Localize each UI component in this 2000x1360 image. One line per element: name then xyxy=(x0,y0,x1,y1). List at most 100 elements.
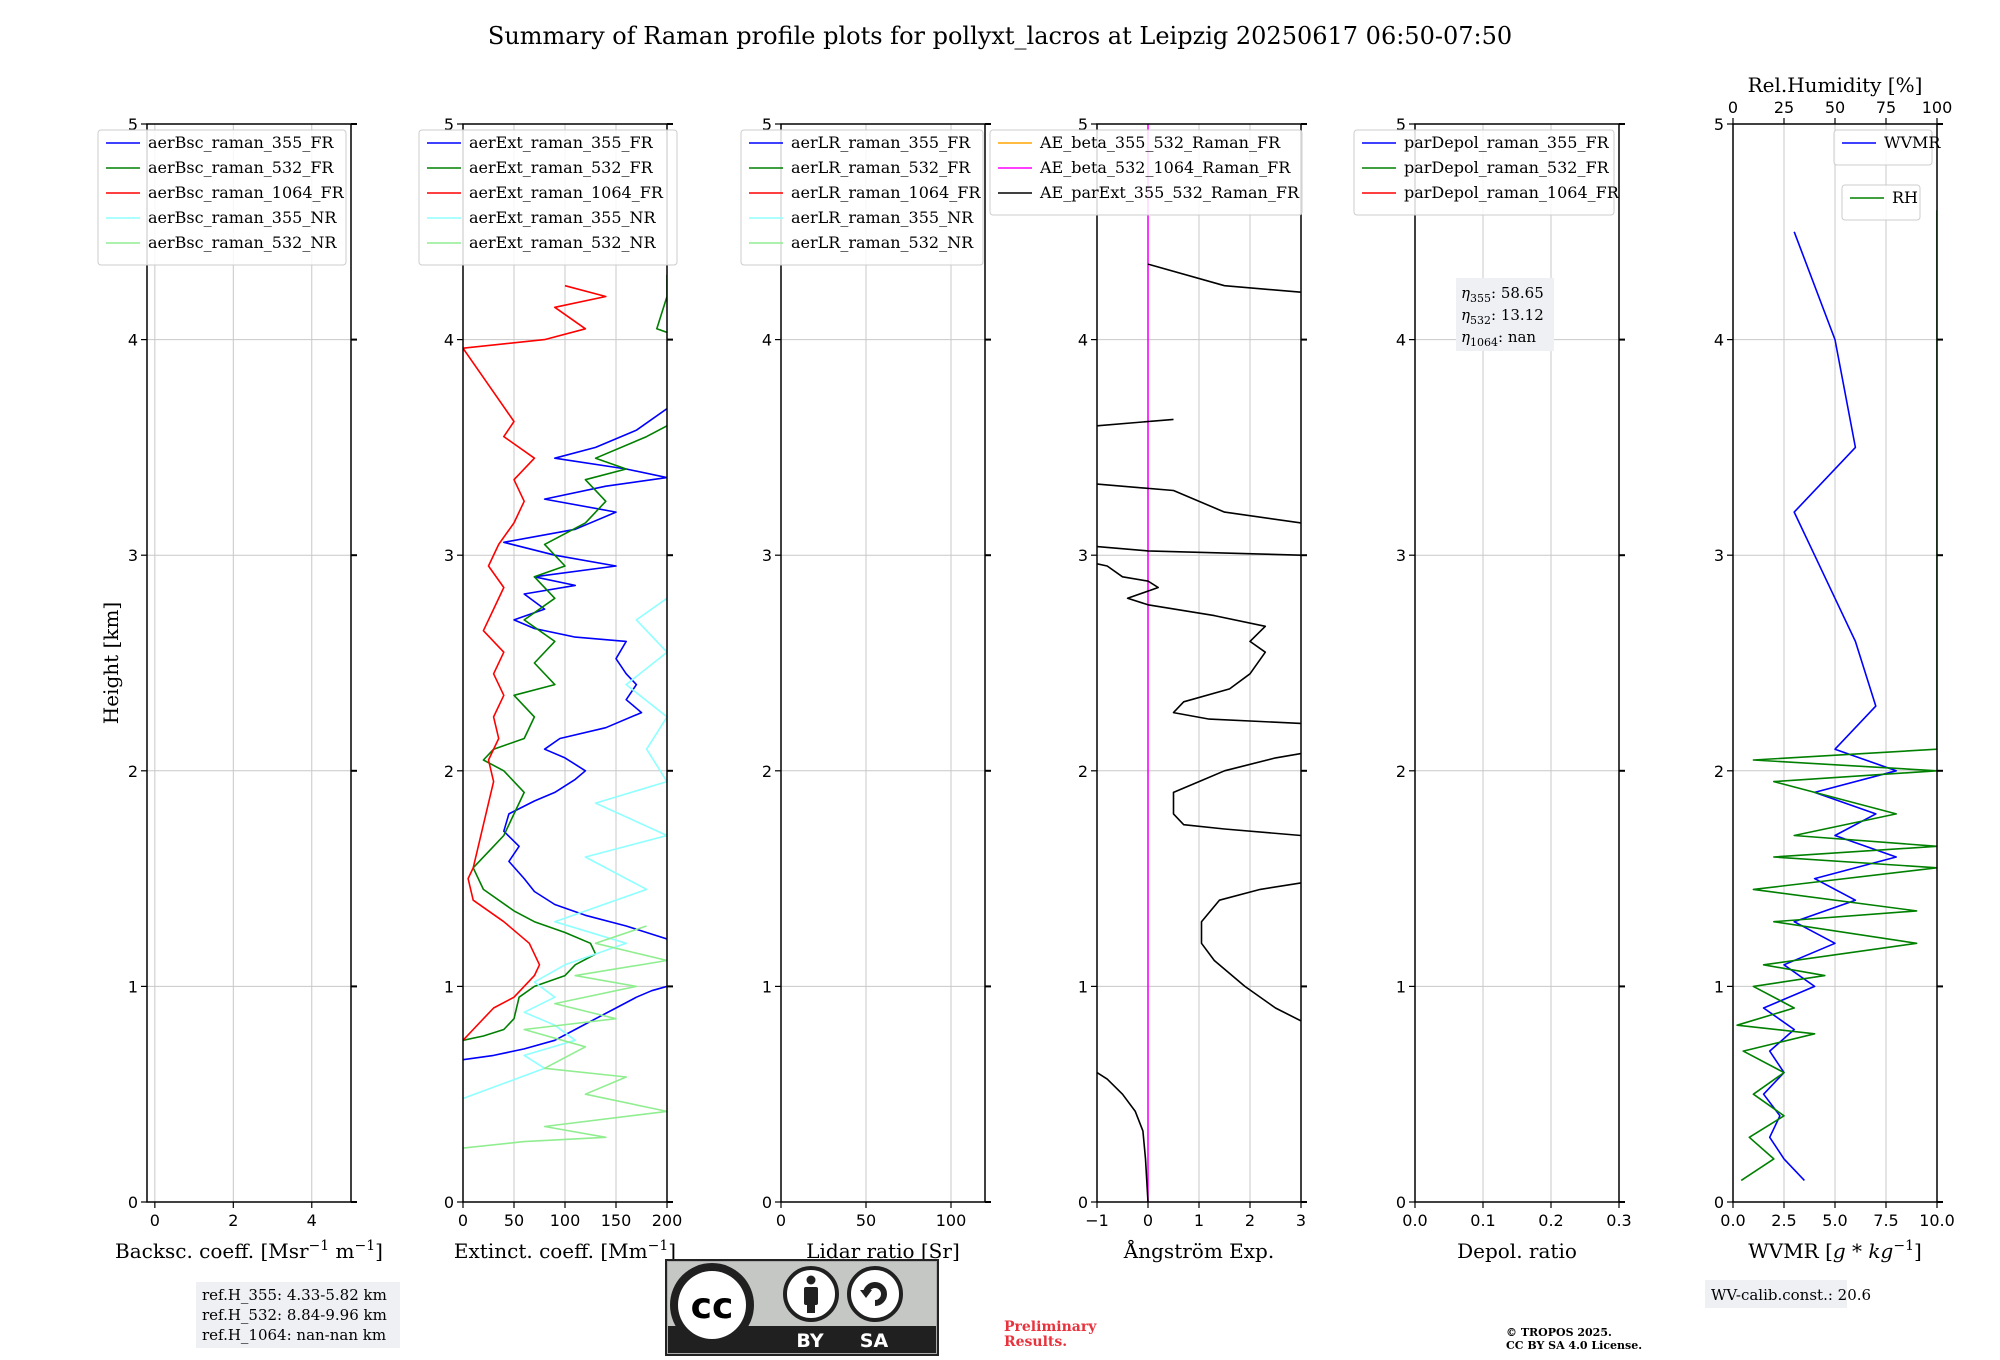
y-tick-label: 1 xyxy=(1396,977,1406,996)
eta-box xyxy=(1456,278,1554,351)
x-axis-label-superscript: −1 xyxy=(309,1238,330,1254)
results-label: Results. xyxy=(1004,1334,1067,1350)
series-group xyxy=(1097,124,1301,1202)
legend-label: parDepol_raman_1064_FR xyxy=(1404,183,1620,202)
legend-label: aerExt_raman_355_FR xyxy=(469,133,654,152)
x-axis-label-superscript: −1 xyxy=(355,1238,376,1254)
x-axis-label-part: m xyxy=(329,1239,354,1263)
y-tick-label: 4 xyxy=(128,331,138,350)
legend-label: aerBsc_raman_355_FR xyxy=(148,133,334,152)
legend-label: aerLR_raman_1064_FR xyxy=(791,183,981,202)
plot-frame xyxy=(1414,123,1620,1203)
x-axis-label-superscript: −1 xyxy=(1893,1238,1914,1254)
y-tick-label: 0 xyxy=(1396,1193,1406,1212)
panel-depol: 0.0 0.1 0.2 0.3 0 1 2 3 4 5 Depol. ratio parDepol_r… xyxy=(1353,115,1632,1263)
x-tick-label: 3 xyxy=(1296,1211,1306,1230)
y-tick-label: 0 xyxy=(1714,1193,1724,1212)
legend-label: aerBsc_raman_355_NR xyxy=(148,208,337,227)
legend-box xyxy=(1841,184,1921,221)
cc-by-sa-icon: cc xyxy=(670,1263,903,1347)
panel-ext: 0 50 100 150 200 0 1 2 3 4 5 Extinct. coeff. [Mm−1]… xyxy=(418,115,683,1263)
y-tick-label: 3 xyxy=(128,546,138,565)
wv-calib-box xyxy=(1705,1280,1847,1308)
series-line-aerExt_raman_532_NR xyxy=(463,925,667,1149)
x-axis-label-part: Extinct. coeff. [Mm xyxy=(454,1239,648,1263)
y-tick-label: 4 xyxy=(762,331,772,350)
eta-line: η532: 13.12 xyxy=(1461,306,1544,327)
eta-symbol: η xyxy=(1461,306,1470,324)
series-line-aerExt_raman_1064_FR xyxy=(463,284,607,1041)
ref-height-line: ref.H_532: 8.84-9.96 km xyxy=(202,1306,387,1324)
x-axis-label-superscript: −1 xyxy=(648,1238,669,1254)
legend-label: aerBsc_raman_532_NR xyxy=(148,233,337,252)
y-tick-label: 4 xyxy=(1078,331,1088,350)
legend-label: AE_beta_532_1064_Raman_FR xyxy=(1039,158,1291,177)
y-tick-label: 2 xyxy=(1078,762,1088,781)
ref-height-box xyxy=(196,1282,400,1348)
y-tick-label: 5 xyxy=(1714,115,1724,134)
x-tick-label: 50 xyxy=(504,1211,524,1230)
legend-box xyxy=(740,129,984,266)
series-line-aerExt_raman_532_FR xyxy=(463,274,667,1042)
x-tick-label: 5.0 xyxy=(1822,1211,1847,1230)
legend-label: AE_parExt_355_532_Raman_FR xyxy=(1039,183,1300,202)
x-axis-label: Depol. ratio xyxy=(1457,1239,1577,1263)
x-axis-label: WVMR [g * kg−1] xyxy=(1748,1238,1922,1263)
license-badge[interactable]: cc BY SA xyxy=(665,1259,939,1356)
wv-calib-label: WV-calib.const.: 20.6 xyxy=(1711,1286,1871,1304)
legend-label: aerExt_raman_532_NR xyxy=(469,233,657,252)
y-tick-label: 1 xyxy=(1078,977,1088,996)
x-axis-label-part: Backsc. coeff. [Msr xyxy=(115,1239,309,1263)
x-tick-label: 2 xyxy=(1245,1211,1255,1230)
eta-subscript: 1064 xyxy=(1470,336,1498,349)
x-tick-label: 2 xyxy=(228,1211,238,1230)
y-tick-label: 3 xyxy=(1078,546,1088,565)
copyright-label: © TROPOS 2025. xyxy=(1506,1326,1612,1339)
y-tick-label: 0 xyxy=(444,1193,454,1212)
x-tick-label: 0 xyxy=(776,1211,786,1230)
x-tick-label: 0 xyxy=(1143,1211,1153,1230)
y-axis-label: Height [km] xyxy=(99,602,123,724)
y-tick-label: 3 xyxy=(444,546,454,565)
y-tick-label: 2 xyxy=(444,762,454,781)
top-x-tick-label: 100 xyxy=(1922,98,1953,117)
x-axis-label-unit: g * kg xyxy=(1833,1239,1893,1263)
y-tick-label: 4 xyxy=(1714,331,1724,350)
legend-label: aerBsc_raman_1064_FR xyxy=(148,183,345,202)
series-line-RH xyxy=(1736,210,1937,1182)
y-tick-label: 2 xyxy=(1714,762,1724,781)
y-tick-label: 1 xyxy=(128,977,138,996)
x-tick-label: 4 xyxy=(307,1211,317,1230)
y-tick-label: 3 xyxy=(1396,546,1406,565)
y-tick-label: 0 xyxy=(762,1193,772,1212)
series-line-AE_parExt_355_532_Raman_FR xyxy=(1097,263,1301,1202)
eta-symbol: η xyxy=(1461,328,1470,346)
y-tick-label: 5 xyxy=(1396,115,1406,134)
license-sa-label: SA xyxy=(860,1330,889,1352)
legend-label: aerExt_raman_355_NR xyxy=(469,208,657,227)
legend-box xyxy=(1353,129,1615,216)
plot-frame xyxy=(146,123,352,1203)
legend-label: WVMR xyxy=(1884,133,1941,152)
top-x-tick-label: 75 xyxy=(1876,98,1896,117)
eta-value: : nan xyxy=(1498,328,1536,346)
y-tick-label: 0 xyxy=(1078,1193,1088,1212)
y-tick-label: 5 xyxy=(444,115,454,134)
legend-label: aerExt_raman_532_FR xyxy=(469,158,654,177)
eta-subscript: 532 xyxy=(1470,314,1491,327)
series-line-aerExt_raman_355_FR xyxy=(463,407,667,1061)
x-tick-label: 2.5 xyxy=(1771,1211,1796,1230)
legend-label: RH xyxy=(1892,188,1918,207)
x-axis-label: Backsc. coeff. [Msr−1 m−1] xyxy=(115,1238,383,1263)
top-axis-label: Rel.Humidity [%] xyxy=(1748,73,1923,97)
eta-value: : 13.12 xyxy=(1491,306,1544,324)
x-tick-label: 0 xyxy=(150,1211,160,1230)
x-tick-label: 0.0 xyxy=(1720,1211,1745,1230)
x-axis-label-part: WVMR [ xyxy=(1748,1239,1833,1263)
legend-label: aerExt_raman_1064_FR xyxy=(469,183,664,202)
x-tick-label: 0 xyxy=(458,1211,468,1230)
x-tick-label: 1 xyxy=(1194,1211,1204,1230)
x-tick-label: 100 xyxy=(550,1211,581,1230)
x-tick-label: 200 xyxy=(652,1211,683,1230)
